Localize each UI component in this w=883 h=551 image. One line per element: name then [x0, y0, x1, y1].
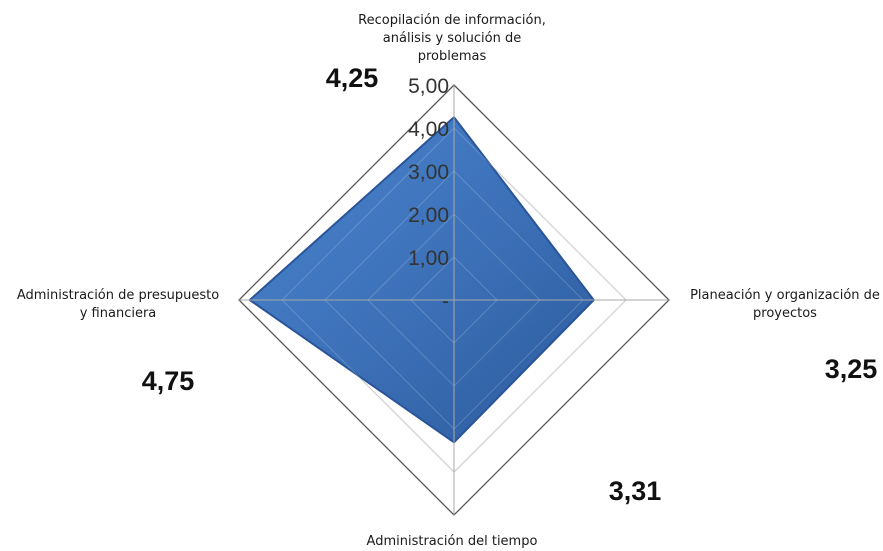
category-label-line: proyectos — [753, 306, 817, 321]
category-label-line: problemas — [418, 49, 487, 64]
tick-label-5: 5,00 — [408, 75, 449, 98]
data-label-0: 4,25 — [326, 63, 379, 93]
radar-spokes — [239, 85, 669, 515]
data-label-1: 3,25 — [825, 354, 878, 384]
category-label-line: Administración de presupuesto — [17, 288, 219, 303]
category-label-3: Administración de presupuesto y financier… — [17, 288, 219, 321]
category-label-line: análisis y solución de — [383, 31, 521, 46]
category-label-line: y financiera — [80, 306, 157, 321]
tick-label-2: 2,00 — [408, 204, 449, 227]
radar-value-labels: 4,25 3,25 3,31 4,75 — [142, 63, 878, 506]
radar-tick-labels: - 1,00 2,00 3,00 4,00 5,00 — [408, 75, 449, 313]
category-label-0: Recopilación de información, análisis y s… — [358, 13, 546, 64]
tick-label-4: 4,00 — [408, 118, 449, 141]
category-label-1: Planeación y organización de proyectos — [690, 288, 880, 321]
category-label-line: Administración del tiempo — [367, 534, 538, 549]
radar-category-labels: Recopilación de información, análisis y s… — [17, 13, 880, 549]
tick-label-0: - — [442, 290, 449, 313]
category-label-2: Administración del tiempo — [367, 534, 538, 549]
data-label-2: 3,31 — [609, 476, 662, 506]
category-label-line: Recopilación de información, — [358, 13, 546, 28]
data-label-3: 4,75 — [142, 366, 195, 396]
category-label-line: Planeación y organización de — [690, 288, 880, 303]
tick-label-1: 1,00 — [408, 247, 449, 270]
tick-label-3: 3,00 — [408, 161, 449, 184]
